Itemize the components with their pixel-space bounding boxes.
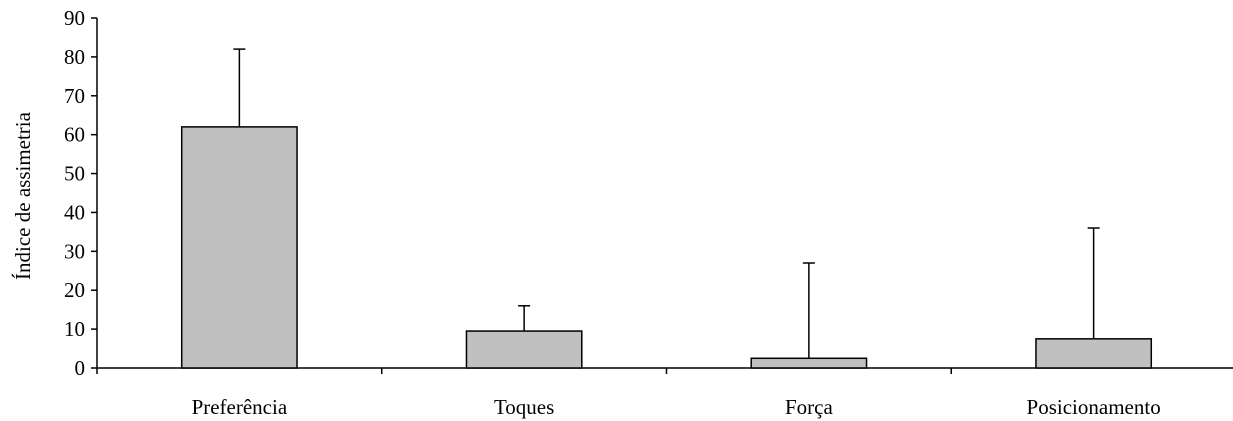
y-tick-label: 30 [64, 239, 85, 263]
x-category-label: Preferência [192, 395, 288, 419]
x-category-label: Força [785, 395, 833, 419]
x-axis [96, 367, 1233, 374]
bars [180, 126, 1153, 369]
y-tick-label: 0 [75, 356, 86, 380]
y-tick-label: 50 [64, 162, 85, 186]
y-axis: 0 10 20 30 40 50 60 70 80 90 [64, 6, 98, 380]
y-tick-label: 80 [64, 45, 85, 69]
bar [750, 357, 868, 369]
bar [1035, 338, 1153, 369]
bar [465, 330, 583, 369]
y-tick-label: 20 [64, 278, 85, 302]
y-tick-label: 10 [64, 317, 85, 341]
error-bars [233, 48, 1100, 359]
y-tick-label: 70 [64, 84, 85, 108]
x-category-label: Posicionamento [1027, 395, 1161, 419]
y-tick-label: 40 [64, 200, 85, 224]
bar [180, 126, 298, 369]
y-tick-label: 60 [64, 123, 85, 147]
x-category-label: Toques [494, 395, 554, 419]
y-axis-title: Índice de assimetria [11, 111, 35, 280]
category-labels: Preferência Toques Força Posicionamento [192, 395, 1161, 419]
y-tick-label: 90 [64, 6, 85, 30]
